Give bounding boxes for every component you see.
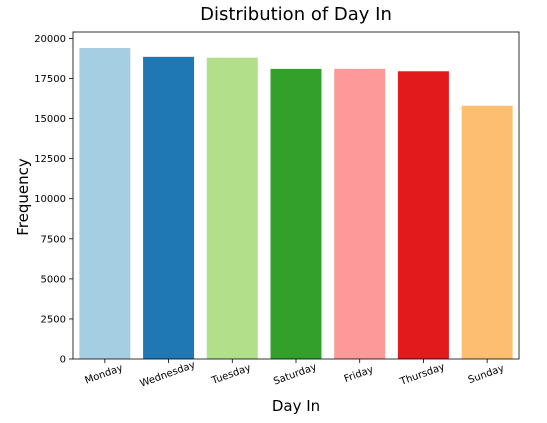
y-tick-label: 0: [60, 355, 66, 366]
bar-thursday: [397, 71, 449, 360]
y-axis: 0 2500 5000 7500 10000 12500 15000 17500 20000: [34, 34, 73, 366]
x-tick-label: Saturday: [272, 362, 318, 388]
x-tick-label: Thursday: [398, 362, 446, 389]
bar-tuesday: [206, 57, 258, 360]
chart-title: Distribution of Day In: [200, 4, 392, 25]
bar-wednesday: [143, 56, 195, 359]
x-tick-label: Tuesday: [209, 362, 252, 387]
y-tick-label: 12500: [34, 154, 66, 165]
bar-friday: [334, 68, 386, 360]
y-tick-label: 17500: [34, 74, 66, 85]
x-axis: Monday Wednesday Tuesday Saturday Friday Thur…: [84, 359, 506, 390]
bars-group: [79, 48, 513, 360]
bar-monday: [79, 48, 131, 359]
y-tick-label: 10000: [34, 194, 66, 205]
y-tick-label: 5000: [41, 274, 66, 285]
bar-saturday: [270, 68, 322, 360]
x-tick-label: Friday: [343, 364, 375, 385]
y-tick-label: 20000: [34, 34, 66, 45]
y-tick-label: 7500: [41, 234, 66, 245]
plot-frame: [72, 31, 520, 360]
x-axis-label: Day In: [271, 397, 321, 415]
bar-sunday: [461, 105, 513, 360]
x-tick-label: Wednesday: [139, 360, 197, 390]
x-tick-label: Sunday: [467, 363, 506, 386]
x-tick-label: Monday: [84, 363, 125, 387]
y-tick-label: 15000: [34, 114, 66, 125]
y-tick-label: 2500: [41, 314, 66, 325]
